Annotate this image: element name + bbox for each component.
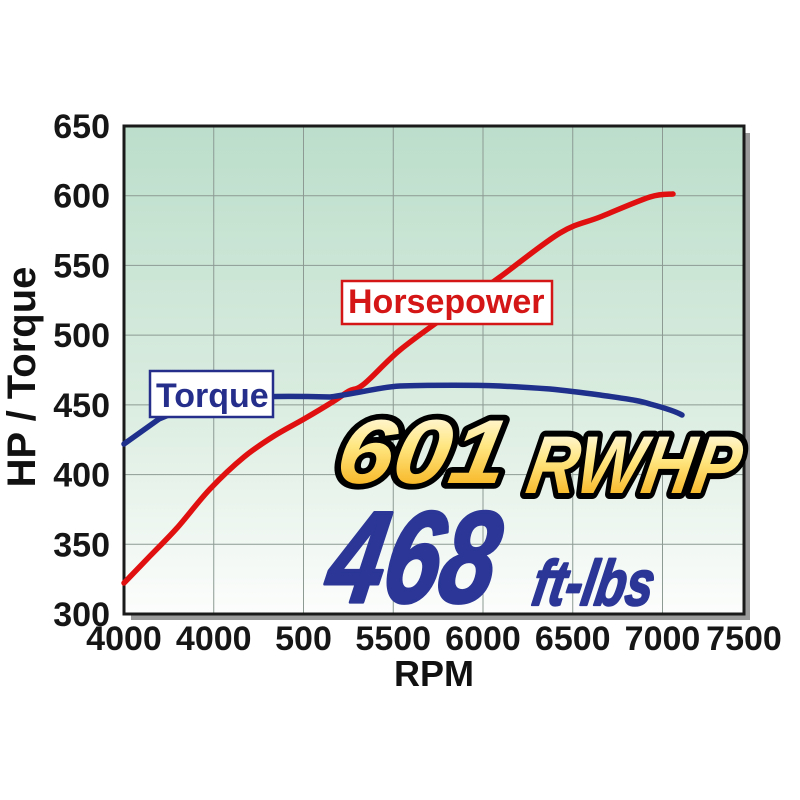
svg-text:RWHP: RWHP — [521, 419, 750, 511]
svg-text:468: 468 — [316, 485, 511, 630]
svg-text:7000: 7000 — [625, 620, 701, 658]
svg-text:650: 650 — [53, 108, 110, 146]
svg-text:450: 450 — [53, 387, 110, 425]
svg-text:400: 400 — [53, 457, 110, 495]
svg-text:ft-lbs: ft-lbs — [527, 548, 660, 619]
svg-text:RPM: RPM — [394, 653, 474, 694]
svg-text:500: 500 — [53, 317, 110, 355]
svg-text:6500: 6500 — [535, 620, 611, 658]
svg-text:Horsepower: Horsepower — [348, 283, 545, 321]
svg-text:600: 600 — [53, 178, 110, 216]
svg-text:HP / Torque: HP / Torque — [0, 267, 44, 488]
svg-text:7500: 7500 — [706, 620, 782, 658]
svg-text:350: 350 — [53, 526, 110, 564]
svg-text:Torque: Torque — [156, 377, 269, 415]
svg-text:4000: 4000 — [86, 620, 162, 658]
svg-text:4000: 4000 — [176, 620, 252, 658]
svg-text:550: 550 — [53, 247, 110, 285]
